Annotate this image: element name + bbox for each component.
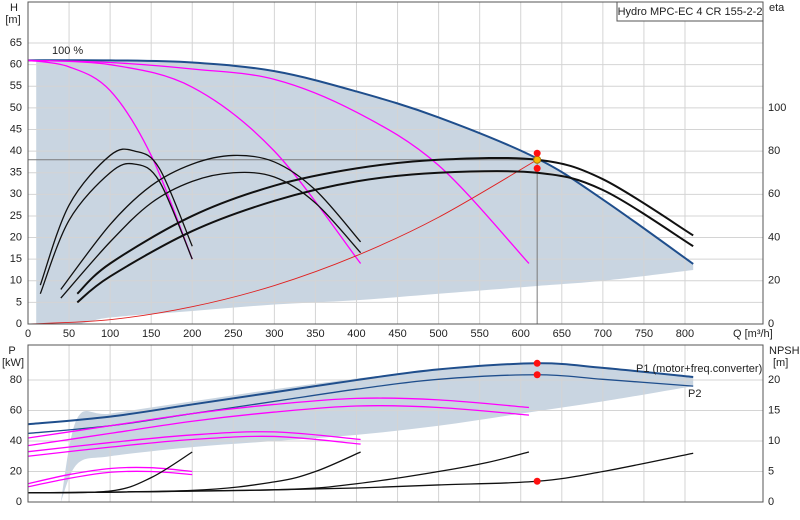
y-tick-label: 20 bbox=[10, 231, 22, 243]
curve bbox=[27, 397, 530, 439]
curve bbox=[76, 170, 694, 304]
y-tick-label: 65 bbox=[10, 37, 22, 49]
y-axis-label: H bbox=[10, 2, 18, 14]
curve bbox=[39, 162, 193, 294]
y2-tick-label: 0 bbox=[768, 318, 774, 330]
y2-axis-label: NPSH bbox=[769, 345, 800, 357]
y2-tick-label: 80 bbox=[768, 145, 780, 157]
x-tick-label: 750 bbox=[635, 328, 653, 340]
operating-point bbox=[533, 149, 541, 157]
curve bbox=[27, 405, 530, 447]
y-axis-unit: [m] bbox=[5, 14, 20, 26]
y2-axis-label: eta bbox=[769, 2, 785, 14]
y2-tick-label: 5 bbox=[768, 465, 774, 477]
x-tick-label: 600 bbox=[512, 328, 530, 340]
y-tick-label: 40 bbox=[10, 145, 22, 157]
y-axis-label: P bbox=[8, 345, 15, 357]
y-tick-label: 0 bbox=[16, 318, 22, 330]
plot-frame bbox=[27, 344, 764, 503]
y2-tick-label: 60 bbox=[768, 188, 780, 200]
operating-point bbox=[533, 155, 542, 164]
y-tick-label: 45 bbox=[10, 123, 22, 135]
y-tick-label: 60 bbox=[10, 59, 22, 71]
curve bbox=[39, 148, 193, 286]
curve bbox=[27, 59, 694, 265]
y2-tick-label: 20 bbox=[768, 275, 780, 287]
operating-point bbox=[533, 164, 541, 172]
curve bbox=[27, 470, 193, 488]
curve bbox=[60, 171, 362, 299]
operating-area bbox=[60, 364, 694, 502]
y-tick-label: 5 bbox=[16, 296, 22, 308]
x-tick-label: 400 bbox=[347, 328, 365, 340]
operating-point bbox=[533, 477, 541, 485]
y2-axis-unit: [m] bbox=[773, 357, 788, 369]
chart-title: Hydro MPC-EC 4 CR 155-2-2 bbox=[618, 6, 763, 18]
curve bbox=[27, 159, 538, 325]
series-label: P1 (motor+freq.converter) bbox=[636, 363, 762, 375]
y2-tick-label: 20 bbox=[768, 374, 780, 386]
y-axis-unit: [kW] bbox=[2, 357, 24, 369]
title-box bbox=[616, 1, 764, 22]
curve bbox=[27, 466, 193, 485]
curve bbox=[76, 156, 694, 295]
y-tick-label: 40 bbox=[10, 435, 22, 447]
x-tick-label: 0 bbox=[25, 328, 31, 340]
y2-tick-label: 100 bbox=[768, 102, 786, 114]
operating-area bbox=[36, 60, 694, 325]
y-tick-label: 0 bbox=[16, 496, 22, 508]
y2-tick-label: 10 bbox=[768, 435, 780, 447]
curve bbox=[27, 59, 530, 264]
y2-tick-label: 40 bbox=[768, 231, 780, 243]
annotation: 100 % bbox=[52, 45, 83, 57]
x-tick-label: 550 bbox=[470, 328, 488, 340]
operating-point bbox=[533, 359, 541, 367]
plot-frame bbox=[27, 1, 764, 325]
x-tick-label: 650 bbox=[553, 328, 571, 340]
y-tick-label: 35 bbox=[10, 167, 22, 179]
x-tick-label: 200 bbox=[183, 328, 201, 340]
curve bbox=[27, 452, 694, 494]
x-tick-label: 100 bbox=[101, 328, 119, 340]
curve bbox=[27, 435, 361, 457]
curve bbox=[27, 362, 694, 426]
x-tick-label: 450 bbox=[388, 328, 406, 340]
series-label: P2 bbox=[688, 388, 701, 400]
y-tick-label: 30 bbox=[10, 188, 22, 200]
x-tick-label: 250 bbox=[224, 328, 242, 340]
y-tick-label: 25 bbox=[10, 210, 22, 222]
y-tick-label: 80 bbox=[10, 374, 22, 386]
x-tick-label: 350 bbox=[306, 328, 324, 340]
x-tick-label: 800 bbox=[676, 328, 694, 340]
x-tick-label: 50 bbox=[63, 328, 75, 340]
x-tick-label: 150 bbox=[142, 328, 160, 340]
x-tick-label: 300 bbox=[265, 328, 283, 340]
y-tick-label: 20 bbox=[10, 465, 22, 477]
y-tick-label: 10 bbox=[10, 275, 22, 287]
curve bbox=[27, 431, 361, 453]
y2-tick-label: 0 bbox=[768, 496, 774, 508]
y2-tick-label: 15 bbox=[768, 404, 780, 416]
y-tick-label: 60 bbox=[10, 404, 22, 416]
operating-point bbox=[533, 371, 541, 379]
y-tick-label: 50 bbox=[10, 102, 22, 114]
x-axis-label: Q [m³/h] bbox=[733, 328, 773, 340]
curve bbox=[27, 59, 193, 260]
x-tick-label: 500 bbox=[429, 328, 447, 340]
x-tick-label: 700 bbox=[594, 328, 612, 340]
y-tick-label: 15 bbox=[10, 253, 22, 265]
y-tick-label: 55 bbox=[10, 80, 22, 92]
